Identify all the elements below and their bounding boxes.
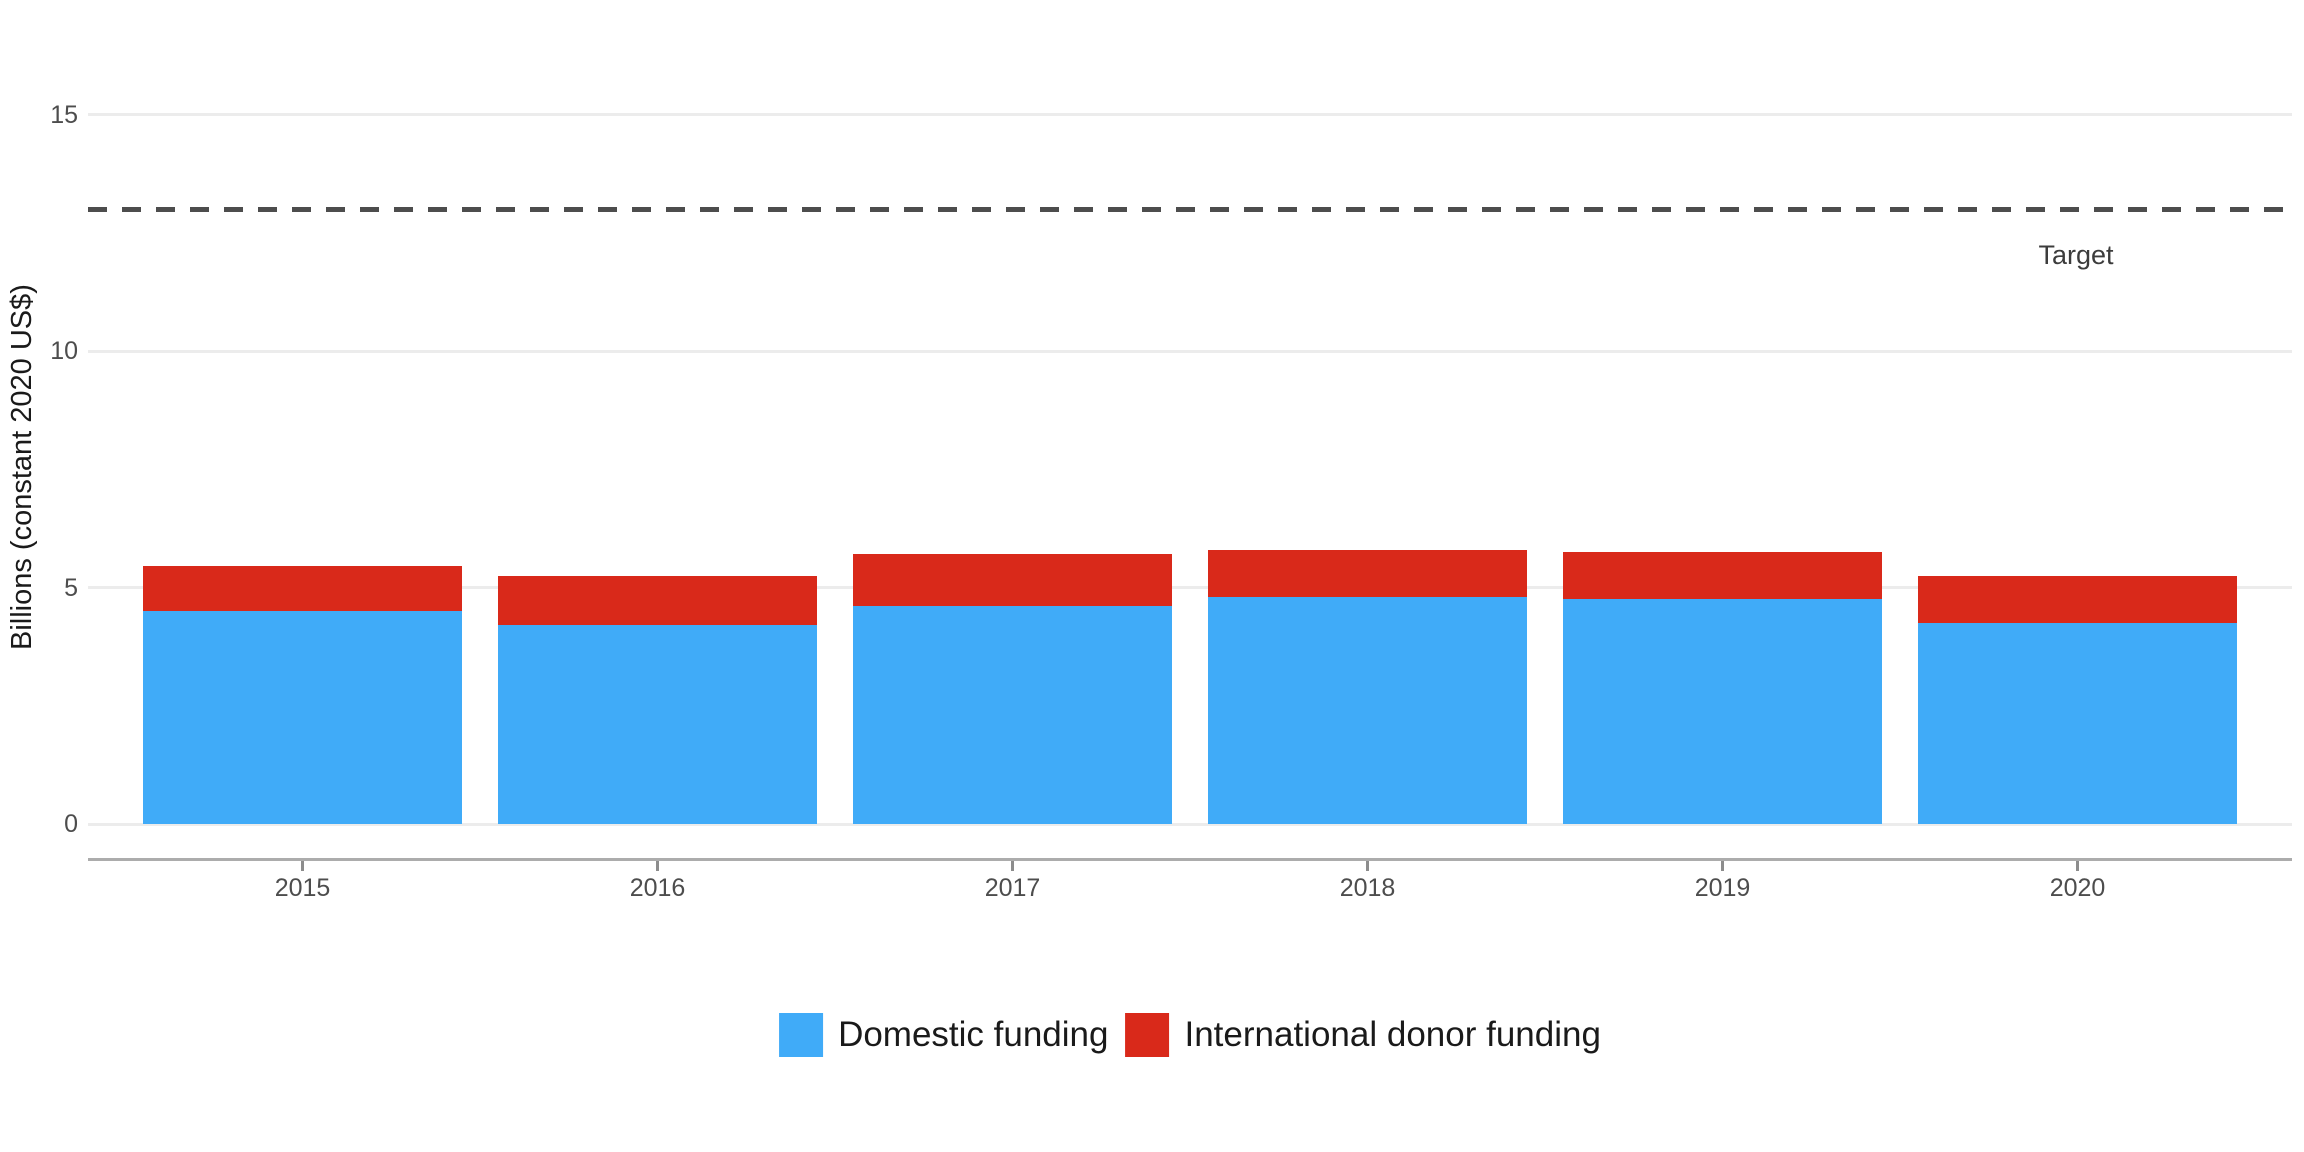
x-tick-2015 <box>301 861 304 871</box>
gridline-0 <box>88 822 2292 826</box>
y-tick-label-0: 0 <box>64 810 78 838</box>
gridline-10 <box>88 349 2292 353</box>
y-tick-label-15: 15 <box>50 100 78 129</box>
target-line-label: Target <box>2038 240 2114 270</box>
y-tick-label-10: 10 <box>50 337 78 365</box>
bar-2018-international <box>1208 549 1527 597</box>
legend-label-international-donor-funding: International donor funding <box>1184 1015 1601 1054</box>
bar-2015-international <box>143 566 462 612</box>
x-tick-label-2020: 2020 <box>2049 874 2106 902</box>
legend: Domestic funding International donor fun… <box>779 1006 1601 1064</box>
bar-2018-domestic <box>1208 596 1527 824</box>
y-axis-title: Billions (constant 2020 US$) <box>6 284 38 650</box>
legend-key-domestic-funding <box>779 1013 824 1057</box>
x-tick-label-2018: 2018 <box>1339 874 1396 902</box>
bar-2016-international <box>498 575 817 626</box>
bar-2017-international <box>853 554 1172 607</box>
bar-2019-domestic <box>1563 599 1882 824</box>
x-tick-label-2019: 2019 <box>1694 874 1751 902</box>
target-reference-line <box>88 207 2292 212</box>
bar-2019-international <box>1563 552 1882 600</box>
gridline-15 <box>88 113 2292 116</box>
x-tick-2016 <box>656 861 659 871</box>
legend-label-domestic-funding: Domestic funding <box>838 1015 1109 1054</box>
x-tick-label-2015: 2015 <box>274 874 331 902</box>
y-tick-label-5: 5 <box>64 573 78 602</box>
bar-2017-domestic <box>853 606 1172 824</box>
x-tick-2018 <box>1366 861 1369 871</box>
x-tick-label-2016: 2016 <box>629 874 686 902</box>
bar-2020-domestic <box>1918 622 2237 824</box>
x-tick-label-2017: 2017 <box>984 874 1041 902</box>
bar-2016-domestic <box>498 625 817 824</box>
x-tick-2020 <box>2076 861 2079 871</box>
x-axis-line <box>88 858 2292 861</box>
bar-2015-domestic <box>143 611 462 824</box>
gridline-5 <box>88 586 2292 589</box>
bar-2020-international <box>1918 575 2237 623</box>
x-tick-2019 <box>1721 861 1724 871</box>
legend-key-international-donor-funding <box>1125 1013 1170 1057</box>
x-tick-2017 <box>1011 861 1014 871</box>
